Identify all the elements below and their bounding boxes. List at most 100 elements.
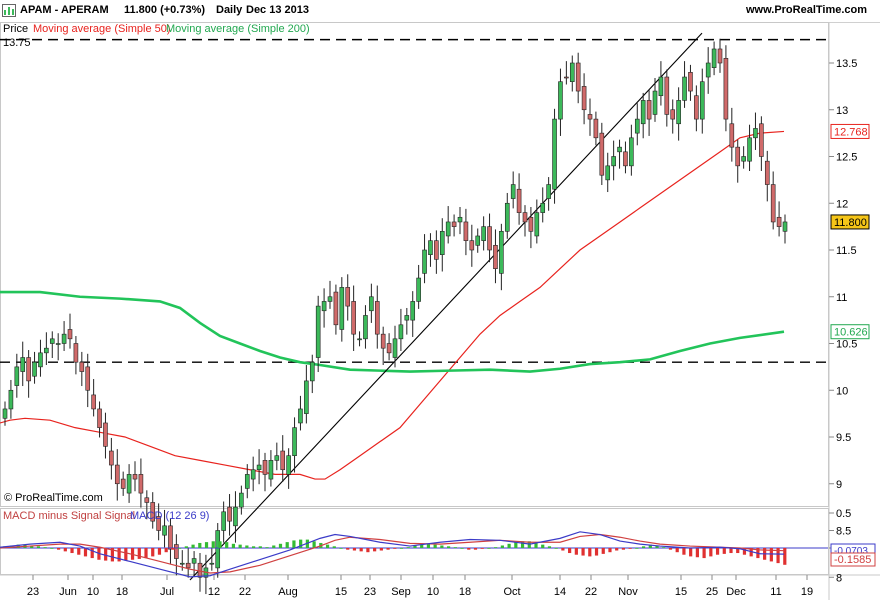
- candle: [215, 523, 221, 578]
- candle-body: [351, 301, 356, 335]
- macd-hist-bar: [56, 548, 61, 550]
- legend-macd-hist: MACD minus Signal Signal: [3, 510, 135, 522]
- x-tick-label: 15: [675, 586, 687, 598]
- x-tick-label: Nov: [618, 586, 638, 598]
- x-tick-label: 10: [87, 586, 99, 598]
- candle: [416, 264, 421, 309]
- macd-hist-bar: [783, 548, 787, 565]
- candle-body: [741, 156, 746, 162]
- candle-body: [463, 221, 469, 241]
- macd-hist-bar: [124, 548, 128, 561]
- candle: [499, 223, 504, 291]
- macd-hist-bar: [547, 546, 552, 548]
- macd-hist-bar: [541, 544, 545, 548]
- ma200-line: [0, 290, 785, 373]
- candle-body: [61, 333, 67, 344]
- candle-body: [67, 329, 73, 340]
- candle: [132, 461, 138, 492]
- candle: [20, 341, 26, 387]
- candle-body: [711, 48, 717, 68]
- candle: [593, 111, 599, 146]
- candle: [280, 435, 286, 482]
- macd-hist-bar: [36, 546, 41, 548]
- candle: [688, 64, 693, 101]
- candle-body: [445, 221, 451, 237]
- macd-hist-bar: [709, 548, 713, 557]
- candle-body: [782, 221, 788, 232]
- candle-body: [640, 100, 646, 125]
- candle-body: [26, 357, 31, 382]
- site-label: www.ProRealTime.com: [746, 4, 868, 16]
- macd-hist-bar: [312, 541, 316, 548]
- price-panel: [0, 22, 829, 507]
- legend-macd: MACD (12 26 9): [130, 510, 209, 522]
- candle: [274, 442, 280, 471]
- macd-hist-bar: [238, 544, 242, 548]
- ma200-value-badge: 10.626: [834, 327, 868, 339]
- macd-hist-bar: [420, 544, 424, 548]
- macd-hist-bar: [77, 548, 81, 555]
- candle-body: [658, 76, 664, 97]
- macd-hist-bar: [594, 548, 599, 556]
- x-tick-label: Sep: [391, 586, 411, 598]
- candle: [26, 350, 31, 398]
- macd-hist-bar: [178, 548, 182, 549]
- macd-hist-bar: [90, 548, 94, 559]
- candle: [546, 177, 551, 211]
- candle-body: [705, 62, 711, 78]
- candle-body: [670, 109, 676, 120]
- candle-body: [410, 301, 416, 321]
- macd-hist-bar: [366, 548, 370, 553]
- candle: [422, 234, 427, 284]
- macd-hist-bar: [184, 546, 188, 548]
- candle-body: [723, 58, 729, 120]
- candle: [652, 77, 658, 122]
- candle-body: [274, 455, 280, 461]
- candle: [162, 509, 167, 548]
- macd-hist-bar: [655, 545, 659, 548]
- ma50-value-badge: 12.768: [834, 126, 868, 138]
- candle: [227, 494, 232, 536]
- macd-hist-bar: [675, 548, 679, 553]
- candle-body: [587, 114, 593, 120]
- x-tick-label: 23: [364, 586, 376, 598]
- candle: [150, 492, 156, 529]
- candle-body: [717, 48, 723, 64]
- macd-hist-bar: [258, 546, 262, 548]
- macd-hist-bar: [406, 547, 410, 548]
- candle: [782, 214, 788, 244]
- ma200-value-badge-bg: [830, 324, 870, 340]
- candle: [239, 485, 244, 515]
- candle-body: [38, 352, 43, 368]
- macd-hist-bar: [251, 546, 256, 548]
- candle: [321, 288, 327, 328]
- candle-body: [664, 76, 670, 115]
- candle-body: [369, 296, 374, 312]
- macd-hist-bar: [171, 548, 175, 550]
- instrument-title: APAM - APERAM: [20, 4, 109, 16]
- candle-body: [156, 516, 161, 531]
- candle: [552, 108, 557, 204]
- x-tick-label: 22: [239, 586, 251, 598]
- macd-line: [0, 531, 785, 578]
- macd-hist-bar: [399, 548, 404, 549]
- macd-hist-bar: [325, 544, 330, 548]
- macd-hist-bar: [30, 545, 34, 548]
- candle: [351, 285, 356, 351]
- candle: [333, 284, 339, 335]
- x-tick-label: Jun: [59, 586, 77, 598]
- candle-body: [280, 450, 286, 471]
- candle: [114, 449, 120, 501]
- x-tick-label: 19: [801, 586, 813, 598]
- legend-ma50: Moving average (Simple 50): [33, 23, 171, 35]
- candle: [304, 365, 309, 424]
- candle: [753, 112, 758, 150]
- ma50-line: [0, 130, 785, 480]
- macd-hist-bar: [413, 545, 417, 548]
- candle: [398, 308, 404, 351]
- candle-body: [646, 100, 652, 120]
- candle-body: [345, 287, 351, 307]
- candle-body: [699, 81, 705, 120]
- macd-hist-bar: [218, 541, 222, 548]
- candle: [79, 351, 85, 387]
